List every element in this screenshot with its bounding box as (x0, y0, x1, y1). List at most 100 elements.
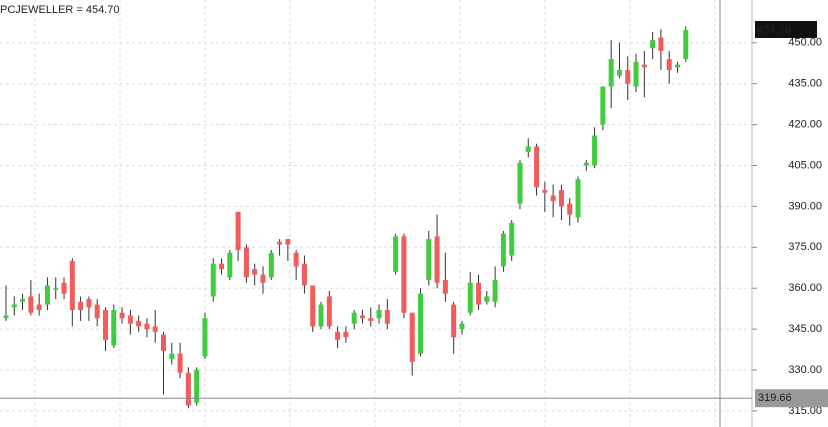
candle-body (401, 236, 407, 313)
candle-body (260, 274, 266, 283)
candle-body (102, 310, 108, 341)
candle-body (268, 252, 274, 278)
candle-body (608, 59, 614, 87)
candle-body (127, 315, 133, 324)
candle-body (542, 190, 548, 193)
candle-body (534, 146, 540, 188)
candle-body (641, 64, 647, 68)
y-tick-label: 360.00 (788, 282, 822, 294)
candle-body (301, 263, 307, 286)
candles (3, 26, 689, 409)
crosshair-label-box (755, 389, 828, 408)
candle-body (277, 241, 283, 245)
candle-body (500, 233, 506, 267)
y-tick-label: 375.00 (788, 241, 822, 253)
chart-title: PCJEWELLER = 454.70 (0, 4, 120, 16)
candle-body (426, 239, 432, 281)
candle-body (227, 252, 233, 278)
candle-body (616, 70, 622, 76)
candle-body (69, 260, 75, 311)
candle-body (434, 236, 440, 283)
candle-body (310, 285, 316, 327)
candle-body (36, 304, 42, 311)
candle-body (384, 310, 390, 324)
candle-body (666, 59, 672, 71)
candle-body (136, 320, 142, 327)
candle-body (409, 312, 415, 362)
candle-body (202, 318, 208, 357)
crosshair-label: 319.66 (758, 392, 792, 404)
candle-body (418, 293, 423, 354)
candle-body (567, 203, 573, 215)
candle-body (600, 86, 606, 125)
candle-body (335, 331, 341, 341)
candle-body (575, 179, 581, 218)
candle-body (28, 296, 34, 313)
candle-body (185, 372, 191, 406)
candle-body (326, 296, 332, 327)
candle-body (94, 304, 100, 319)
candle-body (509, 222, 515, 256)
candle-body (235, 211, 241, 251)
candle-body (492, 280, 498, 302)
candle-body (61, 282, 67, 294)
candle-body (343, 331, 349, 338)
candle-body (558, 190, 564, 207)
candle-body (119, 312, 125, 319)
candle-body (442, 280, 448, 294)
candle-body (86, 299, 92, 308)
y-tick-label: 405.00 (788, 159, 822, 171)
candle-body (351, 312, 357, 324)
candle-body (393, 236, 399, 272)
candle-body (650, 40, 656, 49)
y-tick-label: 345.00 (788, 323, 822, 335)
candle-body (633, 61, 639, 87)
candle-body (525, 146, 531, 152)
y-tick-label: 390.00 (788, 200, 822, 212)
candle-body (210, 263, 216, 297)
candle-body (467, 282, 473, 313)
last-price-box (755, 20, 817, 38)
candle-body (592, 135, 598, 166)
candle-body (111, 310, 117, 346)
candle-body (484, 296, 490, 302)
candle-body (376, 310, 382, 319)
candle-body (674, 64, 680, 68)
y-tick-label: 450.00 (788, 37, 822, 49)
candle-body (243, 247, 249, 278)
candle-body (550, 195, 556, 201)
candle-body (658, 37, 664, 51)
candle-body (459, 323, 465, 330)
y-tick-label: 420.00 (788, 119, 822, 131)
candle-body (252, 269, 258, 275)
candle-body (359, 315, 365, 319)
candle-body (11, 304, 17, 308)
candle-body (177, 353, 183, 373)
candle-body (144, 323, 150, 330)
candle-body (451, 304, 457, 338)
candle-body (3, 315, 9, 319)
candle-body (318, 304, 324, 327)
candle-body (625, 70, 631, 84)
candle-body (368, 318, 374, 321)
candle-body (476, 282, 482, 305)
candle-body (161, 334, 167, 351)
candle-body (152, 326, 158, 332)
candle-body (44, 285, 50, 305)
candle-body (20, 299, 26, 302)
candle-body (583, 162, 589, 166)
candle-body (194, 370, 200, 403)
y-tick-label: 435.00 (788, 78, 822, 90)
candle-body (683, 29, 689, 60)
candle-body (169, 353, 175, 360)
candle-body (53, 288, 59, 290)
last-price-label: 454.70 (757, 24, 791, 36)
candle-body (517, 162, 523, 204)
candle-body (285, 239, 291, 245)
y-tick-label: 330.00 (788, 364, 822, 376)
candle-body (293, 252, 299, 267)
